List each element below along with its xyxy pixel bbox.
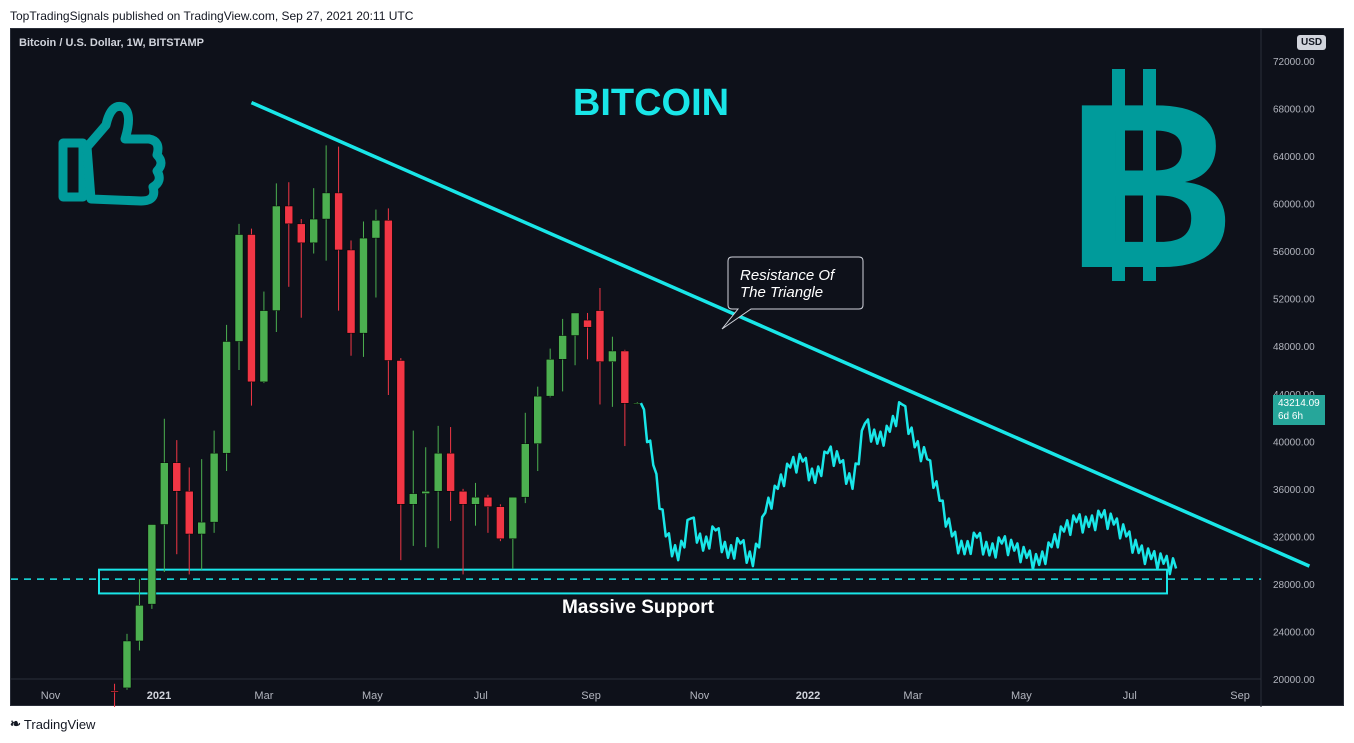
candle-body <box>458 490 468 505</box>
candle-body <box>595 310 605 362</box>
bitcoin-logo-bar-icon <box>1143 69 1156 281</box>
y-tick-label: 40000.00 <box>1273 437 1315 448</box>
y-tick-label: 32000.00 <box>1273 532 1315 543</box>
candle-body <box>321 192 331 220</box>
y-tick-label: 68000.00 <box>1273 105 1315 116</box>
candle-body <box>533 395 542 444</box>
footer-brand-label: TradingView <box>23 716 96 732</box>
x-tick-label: 2021 <box>147 690 171 702</box>
bitcoin-logo-bar-icon <box>1112 69 1125 281</box>
x-tick-label: Mar <box>254 690 273 702</box>
candle-body <box>346 249 356 334</box>
y-tick-label: 52000.00 <box>1273 295 1315 306</box>
candle-body <box>570 312 580 336</box>
candle-body <box>110 690 119 693</box>
x-tick-label: Sep <box>581 690 601 702</box>
candle-body <box>421 490 430 494</box>
y-tick-label: 24000.00 <box>1273 627 1315 638</box>
x-tick-label: Jul <box>474 690 488 702</box>
candle-body <box>209 452 219 523</box>
x-tick-label: May <box>362 690 383 702</box>
candle-body <box>608 350 617 362</box>
candle-body <box>147 524 157 605</box>
candle-body <box>508 496 518 540</box>
callout-text: Resistance Of <box>740 267 836 284</box>
candle-body <box>334 192 343 251</box>
x-tick-label: Mar <box>903 690 922 702</box>
candle-body <box>583 319 592 328</box>
candle-body <box>521 443 530 498</box>
candle-body <box>296 223 306 244</box>
candle-body <box>620 350 630 404</box>
x-tick-label: May <box>1011 690 1032 702</box>
y-tick-label: 64000.00 <box>1273 152 1315 163</box>
candle-body <box>160 462 169 525</box>
publisher-line: TopTradingSignals published on TradingVi… <box>10 9 414 23</box>
candle-body <box>371 220 381 239</box>
tradingview-logo-icon: ❧ <box>10 716 21 731</box>
bitcoin-logo-icon: B <box>1066 54 1236 317</box>
currency-badge[interactable]: USD <box>1297 35 1327 50</box>
candle-body <box>272 205 281 311</box>
candle-body <box>409 493 418 505</box>
x-tick-label: Nov <box>690 690 710 702</box>
symbol-title: Bitcoin / U.S. Dollar, 1W, BITSTAMP <box>19 37 204 49</box>
candle-body <box>496 506 505 540</box>
candle-body <box>545 359 555 397</box>
y-tick-label: 72000.00 <box>1273 57 1315 68</box>
thumbs-up-hand-icon <box>82 101 166 206</box>
chart-canvas[interactable]: 20000.00 24000.00 28000.00 32000.00 36000.00… <box>11 29 1345 707</box>
candle-body <box>433 452 443 492</box>
candle-body <box>222 341 231 454</box>
x-tick-label: Nov <box>41 690 61 702</box>
candle-body <box>384 220 393 361</box>
candle-body <box>284 205 294 225</box>
candle-body <box>172 462 182 492</box>
y-tick-label: 60000.00 <box>1273 200 1315 211</box>
candle-body <box>247 234 256 383</box>
resistance-trendline <box>250 100 1311 568</box>
candle-body <box>396 360 406 505</box>
candle-body <box>483 496 493 507</box>
candle-body <box>122 640 132 689</box>
projection-line <box>639 401 1178 576</box>
x-tick-label: 2022 <box>796 690 820 702</box>
overlay-title: BITCOIN <box>573 82 729 124</box>
candle-body <box>135 605 144 642</box>
support-zone-box <box>98 568 1168 595</box>
support-label: Massive Support <box>562 597 715 618</box>
candle-body <box>259 310 269 383</box>
candle-body <box>359 237 368 334</box>
candle-body <box>234 234 244 342</box>
y-tick-label: 28000.00 <box>1273 580 1315 591</box>
y-tick-label: 56000.00 <box>1273 247 1315 258</box>
candle-body <box>184 490 194 535</box>
y-tick-label: 36000.00 <box>1273 485 1315 496</box>
footer-brand[interactable]: ❧ TradingView <box>10 716 95 732</box>
last-price-countdown: 6d 6h <box>1278 411 1304 422</box>
last-price-value: 43214.09 <box>1278 398 1320 409</box>
candle-body <box>471 496 480 505</box>
x-tick-label: Sep <box>1230 690 1250 702</box>
candle-body <box>309 218 318 244</box>
x-tick-label: Jul <box>1123 690 1137 702</box>
callout-bubble <box>721 256 864 330</box>
callout-text: The Triangle <box>740 284 823 301</box>
thumbs-up-icon <box>58 138 88 202</box>
chart-frame[interactable]: 20000.00 24000.00 28000.00 32000.00 36000.00… <box>10 28 1345 707</box>
y-tick-label: 48000.00 <box>1273 342 1315 353</box>
candle-body <box>446 452 455 492</box>
y-tick-label: 20000.00 <box>1273 675 1315 686</box>
candle-body <box>558 335 567 360</box>
candle-body <box>197 521 206 535</box>
last-price-tag: 43214.09 6d 6h <box>1273 395 1325 425</box>
